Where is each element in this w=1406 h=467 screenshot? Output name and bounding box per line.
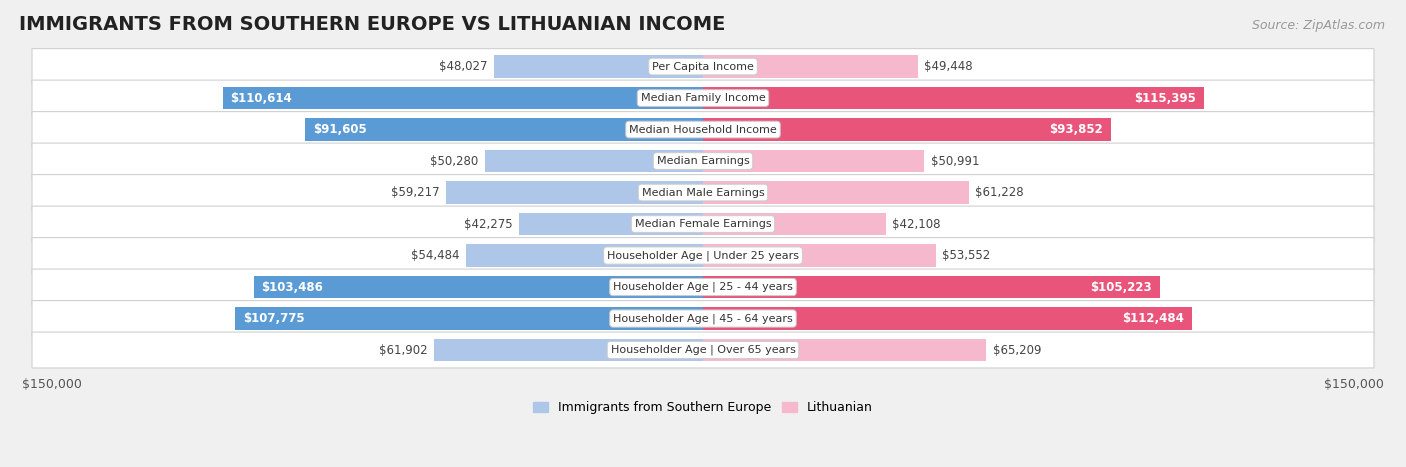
Bar [446,181,703,204]
Bar [434,339,703,361]
Text: Householder Age | Over 65 years: Householder Age | Over 65 years [610,345,796,355]
Bar [235,307,703,330]
Text: Source: ZipAtlas.com: Source: ZipAtlas.com [1251,19,1385,32]
Bar [703,339,986,361]
FancyBboxPatch shape [32,301,1374,337]
Text: $65,209: $65,209 [993,344,1042,356]
Text: Median Earnings: Median Earnings [657,156,749,166]
Text: Median Female Earnings: Median Female Earnings [634,219,772,229]
Text: Householder Age | 45 - 64 years: Householder Age | 45 - 64 years [613,313,793,324]
Text: $50,991: $50,991 [931,155,980,168]
Bar [703,307,1191,330]
FancyBboxPatch shape [32,269,1374,305]
Text: $42,108: $42,108 [893,218,941,231]
Text: $49,448: $49,448 [924,60,973,73]
Text: $50,280: $50,280 [430,155,478,168]
FancyBboxPatch shape [32,49,1374,85]
Text: IMMIGRANTS FROM SOUTHERN EUROPE VS LITHUANIAN INCOME: IMMIGRANTS FROM SOUTHERN EUROPE VS LITHU… [20,15,725,34]
Text: $53,552: $53,552 [942,249,990,262]
Bar [703,181,969,204]
Bar [703,55,918,78]
Bar [485,150,703,172]
Text: $42,275: $42,275 [464,218,513,231]
Text: $112,484: $112,484 [1122,312,1184,325]
Text: $93,852: $93,852 [1049,123,1102,136]
Text: $61,228: $61,228 [976,186,1024,199]
Bar [222,87,703,109]
Text: $105,223: $105,223 [1091,281,1152,294]
Text: Householder Age | 25 - 44 years: Householder Age | 25 - 44 years [613,282,793,292]
FancyBboxPatch shape [32,143,1374,179]
Text: $115,395: $115,395 [1135,92,1197,105]
Bar [495,55,703,78]
Bar [519,212,703,235]
Bar [703,276,1160,298]
Bar [703,244,935,267]
FancyBboxPatch shape [32,175,1374,211]
Text: $61,902: $61,902 [380,344,427,356]
FancyBboxPatch shape [32,238,1374,274]
FancyBboxPatch shape [32,206,1374,242]
Bar [703,212,886,235]
Bar [703,87,1204,109]
Text: $103,486: $103,486 [262,281,323,294]
Bar [253,276,703,298]
Text: $110,614: $110,614 [231,92,292,105]
Text: $91,605: $91,605 [314,123,367,136]
Bar [467,244,703,267]
Text: Median Household Income: Median Household Income [628,125,778,134]
Text: Per Capita Income: Per Capita Income [652,62,754,71]
Bar [703,118,1111,141]
Text: $54,484: $54,484 [412,249,460,262]
Text: $107,775: $107,775 [243,312,304,325]
Text: Median Male Earnings: Median Male Earnings [641,188,765,198]
Text: $48,027: $48,027 [440,60,488,73]
Bar [305,118,703,141]
FancyBboxPatch shape [32,332,1374,368]
Text: $59,217: $59,217 [391,186,439,199]
FancyBboxPatch shape [32,80,1374,116]
Text: Median Family Income: Median Family Income [641,93,765,103]
Legend: Immigrants from Southern Europe, Lithuanian: Immigrants from Southern Europe, Lithuan… [529,396,877,419]
Bar [703,150,925,172]
FancyBboxPatch shape [32,112,1374,148]
Text: Householder Age | Under 25 years: Householder Age | Under 25 years [607,250,799,261]
